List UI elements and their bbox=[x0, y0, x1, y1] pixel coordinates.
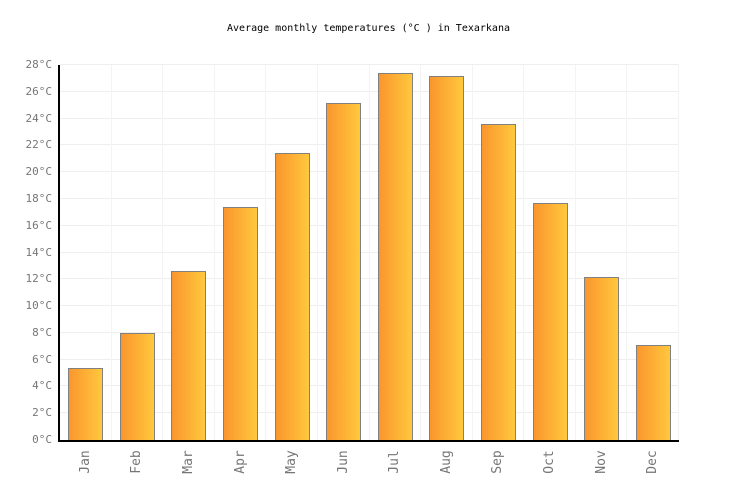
horizontal-gridline bbox=[60, 64, 679, 65]
vertical-gridline bbox=[523, 65, 525, 440]
x-axis-label: Mar bbox=[180, 450, 196, 474]
y-axis-label: 12°C bbox=[25, 272, 53, 286]
vertical-gridline bbox=[678, 65, 679, 440]
bar-may bbox=[274, 153, 310, 440]
y-axis-label: 28°C bbox=[25, 58, 53, 71]
bar-feb bbox=[119, 332, 155, 440]
x-axis-label: Apr bbox=[232, 450, 248, 474]
x-axis-label: Nov bbox=[593, 450, 609, 474]
x-axis-label: Jul bbox=[387, 450, 403, 474]
horizontal-gridline bbox=[60, 412, 679, 414]
x-axis-label: Oct bbox=[542, 450, 558, 474]
vertical-gridline bbox=[213, 65, 215, 440]
bar-jun bbox=[326, 102, 362, 440]
y-axis-label: 10°C bbox=[25, 299, 53, 313]
chart-title: Average monthly temperatures (°C ) in Te… bbox=[227, 23, 510, 34]
x-axis-label: Dec bbox=[645, 450, 661, 474]
horizontal-gridline bbox=[60, 385, 679, 387]
plot-area bbox=[58, 64, 679, 442]
vertical-gridline bbox=[574, 65, 576, 440]
y-axis-label: 2°C bbox=[32, 406, 52, 420]
horizontal-gridline bbox=[60, 117, 679, 119]
x-axis-label: Aug bbox=[438, 450, 454, 474]
vertical-gridline bbox=[265, 65, 267, 440]
x-axis-label: Sep bbox=[490, 450, 506, 474]
y-axis-label: 16°C bbox=[25, 218, 53, 232]
bar-jul bbox=[377, 73, 413, 440]
x-axis-label: Feb bbox=[129, 450, 145, 474]
bar-apr bbox=[223, 206, 259, 440]
y-axis-label: 4°C bbox=[32, 379, 52, 393]
bar-aug bbox=[429, 75, 465, 440]
horizontal-gridline bbox=[60, 278, 679, 280]
vertical-gridline bbox=[316, 65, 318, 440]
horizontal-gridline bbox=[60, 251, 679, 253]
x-axis-label: Jun bbox=[335, 450, 351, 474]
bar-oct bbox=[532, 202, 568, 440]
horizontal-gridline bbox=[60, 358, 679, 360]
bar-dec bbox=[635, 344, 671, 440]
vertical-gridline bbox=[420, 65, 422, 440]
horizontal-gridline bbox=[60, 305, 679, 307]
vertical-gridline bbox=[110, 65, 112, 440]
y-axis-label: 18°C bbox=[25, 191, 53, 205]
y-axis-label: 8°C bbox=[32, 325, 52, 339]
vertical-gridline bbox=[162, 65, 164, 440]
bar-jan bbox=[68, 367, 104, 440]
y-axis-label: 26°C bbox=[25, 84, 53, 98]
bar-sep bbox=[480, 123, 516, 440]
horizontal-gridline bbox=[60, 224, 679, 226]
vertical-gridline bbox=[368, 65, 370, 440]
x-axis-label: Jan bbox=[77, 450, 93, 474]
y-axis-label: 0°C bbox=[32, 433, 52, 446]
horizontal-gridline bbox=[60, 331, 679, 333]
y-axis-label: 14°C bbox=[25, 245, 53, 259]
x-axis-label: May bbox=[284, 450, 300, 474]
y-axis-label: 22°C bbox=[25, 138, 53, 152]
horizontal-gridline bbox=[60, 197, 679, 199]
vertical-gridline bbox=[471, 65, 473, 440]
horizontal-gridline bbox=[60, 90, 679, 92]
y-axis-label: 24°C bbox=[25, 111, 53, 125]
horizontal-gridline bbox=[60, 144, 679, 146]
y-axis-label: 20°C bbox=[25, 165, 53, 179]
vertical-gridline bbox=[626, 65, 628, 440]
horizontal-gridline bbox=[60, 171, 679, 173]
y-axis-label: 6°C bbox=[32, 352, 52, 366]
bar-mar bbox=[171, 271, 207, 440]
bar-nov bbox=[584, 276, 620, 440]
